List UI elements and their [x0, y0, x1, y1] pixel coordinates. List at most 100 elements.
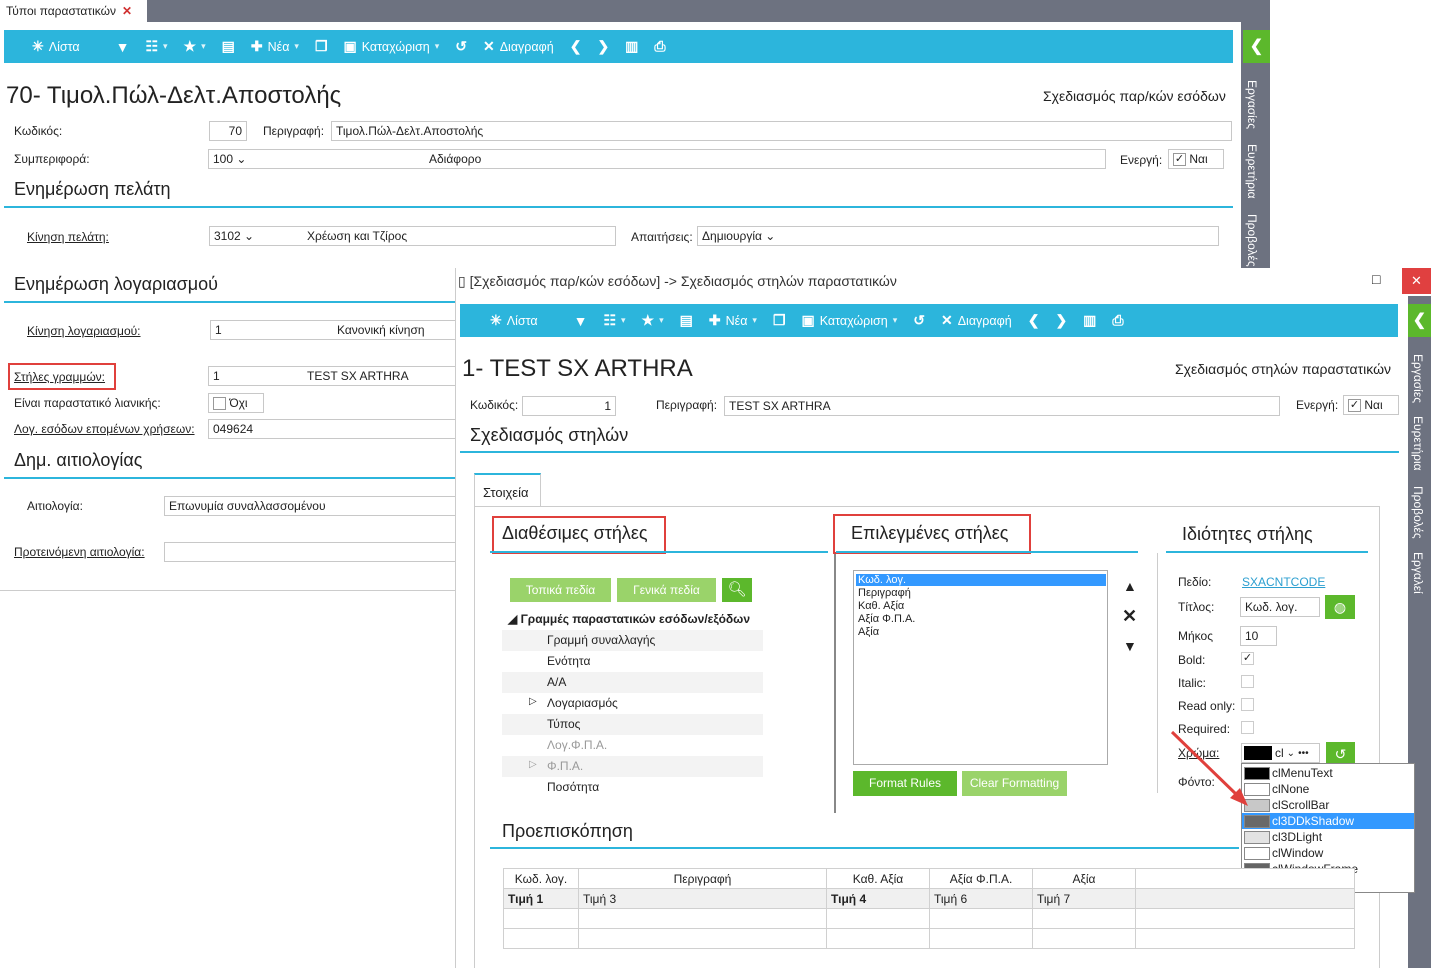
italic-checkbox[interactable] — [1241, 675, 1254, 688]
save-button[interactable]: ▣ Καταχώριση ▾ — [344, 38, 440, 55]
list-item[interactable]: Περιγραφή — [858, 587, 911, 599]
color-option[interactable]: clMenuText — [1242, 765, 1414, 781]
list-button[interactable]: ✳ Λίστα — [490, 312, 538, 329]
tree-item[interactable]: Ποσότητα — [547, 780, 600, 794]
readonly-checkbox[interactable] — [1241, 698, 1254, 711]
barcode-button[interactable]: ▥ — [1083, 312, 1096, 329]
next-years-label[interactable]: Λογ. εσόδων επομένων χρήσεων: — [14, 422, 195, 436]
new-button[interactable]: ✚ Νέα ▾ — [251, 38, 299, 55]
list-button[interactable]: ✳ Λίστα — [32, 38, 80, 55]
proposed-reason-label[interactable]: Προτεινόμενη αιτιολογία: — [14, 545, 145, 559]
column-header[interactable]: Αξία Φ.Π.Α. — [929, 868, 1033, 889]
active-field[interactable]: ✓ Ναι — [1168, 149, 1224, 169]
column-header[interactable]: Αξία — [1032, 868, 1136, 889]
account-move-select[interactable]: 1 Κανονική κίνηση — [210, 320, 460, 340]
copy-button[interactable]: ❐ — [315, 38, 328, 55]
title-field[interactable]: Κωδ. λογ. — [1240, 597, 1320, 617]
translate-button[interactable]: ◍ — [1325, 595, 1355, 619]
next-years-field[interactable]: 049624 — [208, 419, 460, 439]
save-button[interactable]: ▣ Καταχώριση ▾ — [802, 312, 898, 329]
prev-button[interactable]: ❮ — [570, 38, 582, 55]
column-header[interactable]: Καθ. Αξία — [826, 868, 930, 889]
dlg-code-field[interactable]: 1 — [522, 396, 616, 416]
line-columns-label[interactable]: Στήλες γραμμών: — [14, 370, 106, 384]
tree-item[interactable]: Α/Α — [547, 675, 567, 689]
expand-icon[interactable]: ▷ — [529, 759, 537, 770]
customer-move-select[interactable]: 3102 Χρέωση και Τζίρος ⌄ — [209, 226, 616, 246]
tree-item[interactable]: Φ.Π.Α. — [547, 759, 584, 773]
print-button[interactable]: ⎙ — [1112, 312, 1123, 329]
side-tab-indexes[interactable]: Ευρετήρια — [1245, 144, 1259, 199]
reset-color-button[interactable]: ↺ — [1326, 742, 1355, 765]
side-tab-views[interactable]: Προβολές — [1245, 214, 1259, 267]
dlg-description-field[interactable]: TEST SX ARTHRA — [724, 396, 1280, 416]
length-field[interactable]: 10 — [1240, 626, 1277, 646]
delete-button[interactable]: ✕ Διαγραφή — [941, 312, 1012, 329]
side-tab-views[interactable]: Προβολές — [1411, 486, 1425, 539]
next-button[interactable]: ❯ — [1055, 312, 1067, 329]
side-tab-tasks[interactable]: Εργασίες — [1411, 354, 1425, 403]
list-item[interactable]: Αξία Φ.Π.Α. — [858, 613, 916, 625]
color-option[interactable]: clNone — [1242, 781, 1414, 797]
tree-item[interactable]: Λογαριασμός — [547, 696, 618, 710]
column-header[interactable]: Περιγραφή — [578, 868, 827, 889]
next-button[interactable]: ❯ — [597, 38, 609, 55]
undo-button[interactable]: ↺ — [455, 38, 467, 55]
color-option[interactable]: clScrollBar — [1242, 797, 1414, 813]
field-link[interactable]: SXACNTCODE — [1242, 575, 1326, 589]
more-icon[interactable]: ••• — [1298, 747, 1309, 759]
document-button[interactable]: ▤ — [680, 312, 693, 329]
column-header[interactable]: Κωδ. λογ. — [503, 868, 579, 889]
list-item[interactable]: Καθ. Αξία — [858, 600, 905, 612]
table-cell[interactable]: Τιμή 4 — [826, 888, 930, 909]
code-field[interactable]: 70 — [209, 121, 247, 141]
format-rules-button[interactable]: Format Rules — [853, 771, 957, 796]
tree-item[interactable]: Λογ.Φ.Π.Α. — [547, 738, 608, 752]
account-move-label[interactable]: Κίνηση λογαριασμού: — [27, 324, 141, 338]
tab-details[interactable]: Στοιχεία — [474, 473, 541, 507]
tree-root[interactable]: ◢ Γραμμές παραστατικών εσόδων/εξόδων — [508, 612, 750, 626]
side-toggle-button[interactable]: ❮ — [1408, 304, 1431, 337]
barcode-button[interactable]: ▥ — [625, 38, 638, 55]
tab-document-types[interactable]: Τύποι παραστατικών ✕ — [0, 0, 147, 22]
color-select[interactable]: cl ⌄ ••• — [1241, 743, 1320, 763]
favorites-button[interactable]: ★ ▾ — [642, 312, 664, 329]
list-item[interactable]: Κωδ. λογ. — [856, 574, 1106, 586]
expand-icon[interactable]: ▷ — [529, 696, 537, 707]
tab-close-icon[interactable]: ✕ — [122, 4, 133, 18]
list-item[interactable]: Αξία — [858, 626, 880, 638]
bold-checkbox[interactable]: ✓ — [1241, 652, 1254, 665]
selected-columns-list[interactable]: Κωδ. λογ. Περιγραφή Καθ. Αξία Αξία Φ.Π.Α… — [853, 570, 1108, 765]
table-cell[interactable]: Τιμή 1 — [503, 888, 579, 909]
description-field[interactable]: Τιμολ.Πώλ-Δελτ.Αποστολής — [331, 121, 1232, 141]
print-button[interactable]: ⎙ — [654, 38, 665, 55]
columns-button[interactable]: ☷ ▾ — [145, 38, 167, 55]
color-option[interactable]: cl3DLight — [1242, 829, 1414, 845]
general-fields-button[interactable]: Γενικά πεδία — [617, 578, 716, 602]
prev-button[interactable]: ❮ — [1028, 312, 1040, 329]
customer-move-label[interactable]: Κίνηση πελάτη: — [27, 230, 109, 244]
filter-button[interactable]: ▼ — [116, 39, 130, 55]
proposed-reason-field[interactable] — [164, 542, 460, 562]
color-option[interactable]: clWindow — [1242, 845, 1414, 861]
move-down-icon[interactable]: ▼ — [1123, 638, 1137, 654]
remove-icon[interactable]: ✕ — [1122, 606, 1138, 626]
tree-item[interactable]: Γραμμή συναλλαγής — [547, 633, 656, 647]
move-up-icon[interactable]: ▲ — [1123, 578, 1137, 594]
line-columns-select[interactable]: 1 TEST SX ARTHRA — [208, 366, 460, 386]
color-option[interactable]: cl3DDkShadow — [1242, 813, 1414, 829]
table-cell[interactable]: Τιμή 3 — [578, 888, 827, 909]
behavior-select[interactable]: 100 Αδιάφορο ⌄ — [208, 149, 1106, 169]
close-button[interactable]: ✕ — [1402, 268, 1431, 294]
table-cell[interactable]: Τιμή 6 — [929, 888, 1033, 909]
tree-item[interactable]: Τύπος — [547, 717, 581, 731]
claims-select[interactable]: Δημιουργία ⌄ — [697, 226, 1219, 246]
document-button[interactable]: ▤ — [222, 38, 235, 55]
side-tab-indexes[interactable]: Ευρετήρια — [1411, 416, 1425, 471]
retail-field[interactable]: Όχι — [208, 393, 264, 413]
table-cell[interactable]: Τιμή 7 — [1032, 888, 1136, 909]
columns-button[interactable]: ☷ ▾ — [603, 312, 625, 329]
copy-button[interactable]: ❐ — [773, 312, 786, 329]
new-button[interactable]: ✚ Νέα ▾ — [709, 312, 757, 329]
reason-field[interactable]: Επωνυμία συναλλασσομένου — [164, 496, 460, 516]
